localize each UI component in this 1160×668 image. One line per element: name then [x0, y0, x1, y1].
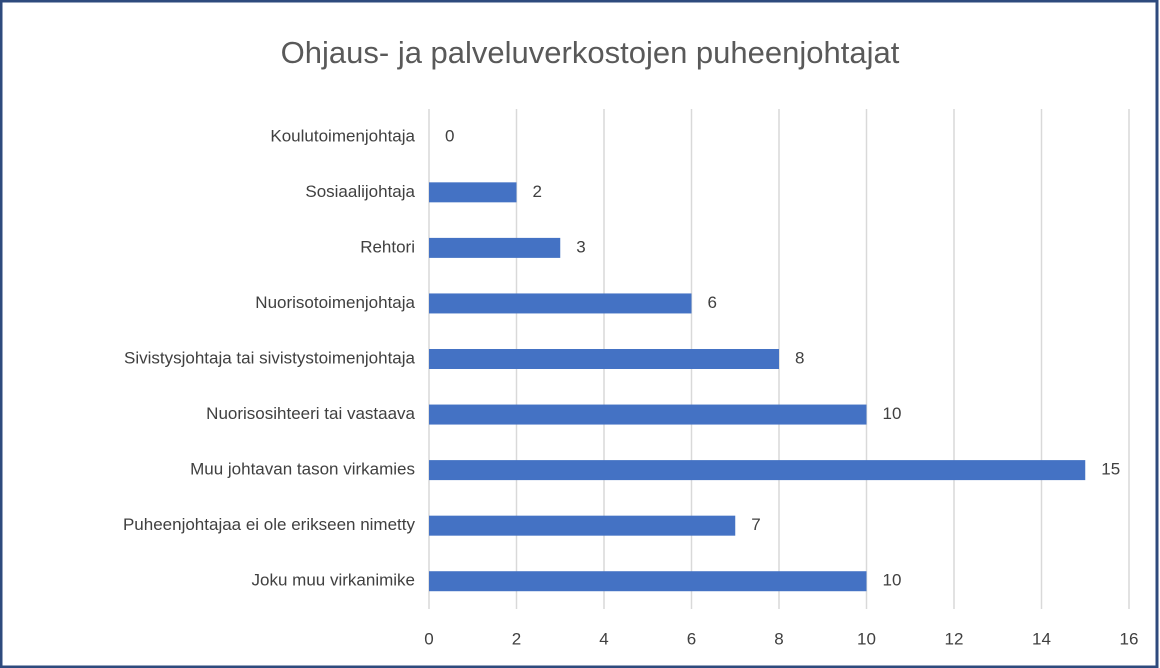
y-tick-label: Nuorisosihteeri tai vastaava: [206, 404, 415, 423]
x-tick-label: 8: [774, 629, 783, 648]
bar: [429, 571, 867, 592]
bar: [429, 515, 736, 536]
y-tick-label: Nuorisotoimenjohtaja: [255, 293, 415, 312]
y-tick-label: Joku muu virkanimike: [252, 571, 415, 590]
y-tick-label: Sivistysjohtaja tai sivistystoimenjohtaj…: [124, 348, 416, 367]
data-label: 8: [795, 348, 804, 367]
y-tick-label: Muu johtavan tason virkamies: [190, 460, 415, 479]
bar: [429, 182, 517, 203]
bar: [429, 460, 1086, 481]
y-tick-label: Puheenjohtajaa ei ole erikseen nimetty: [123, 515, 416, 534]
data-label: 3: [576, 237, 585, 256]
data-label: 10: [883, 404, 902, 423]
y-tick-label: Sosiaalijohtaja: [305, 182, 415, 201]
y-tick-label: Koulutoimenjohtaja: [270, 126, 415, 145]
x-tick-label: 6: [687, 629, 696, 648]
data-label: 6: [708, 293, 717, 312]
bar: [429, 404, 867, 425]
x-tick-label: 16: [1120, 629, 1139, 648]
data-label: 0: [445, 126, 454, 145]
bar: [429, 293, 692, 314]
x-tick-label: 10: [857, 629, 876, 648]
x-tick-label: 4: [599, 629, 608, 648]
data-label: 7: [751, 515, 760, 534]
bar: [429, 237, 561, 258]
data-label: 10: [883, 571, 902, 590]
x-tick-label: 12: [945, 629, 964, 648]
data-label: 2: [533, 182, 542, 201]
data-label: 15: [1101, 460, 1120, 479]
bar: [429, 349, 779, 369]
x-tick-label: 14: [1032, 629, 1051, 648]
chart-title: Ohjaus- ja palveluverkostojen puheenjoht…: [281, 35, 900, 70]
y-tick-label: Rehtori: [360, 237, 415, 256]
x-tick-label: 2: [512, 629, 521, 648]
x-tick-label: 0: [424, 629, 433, 648]
